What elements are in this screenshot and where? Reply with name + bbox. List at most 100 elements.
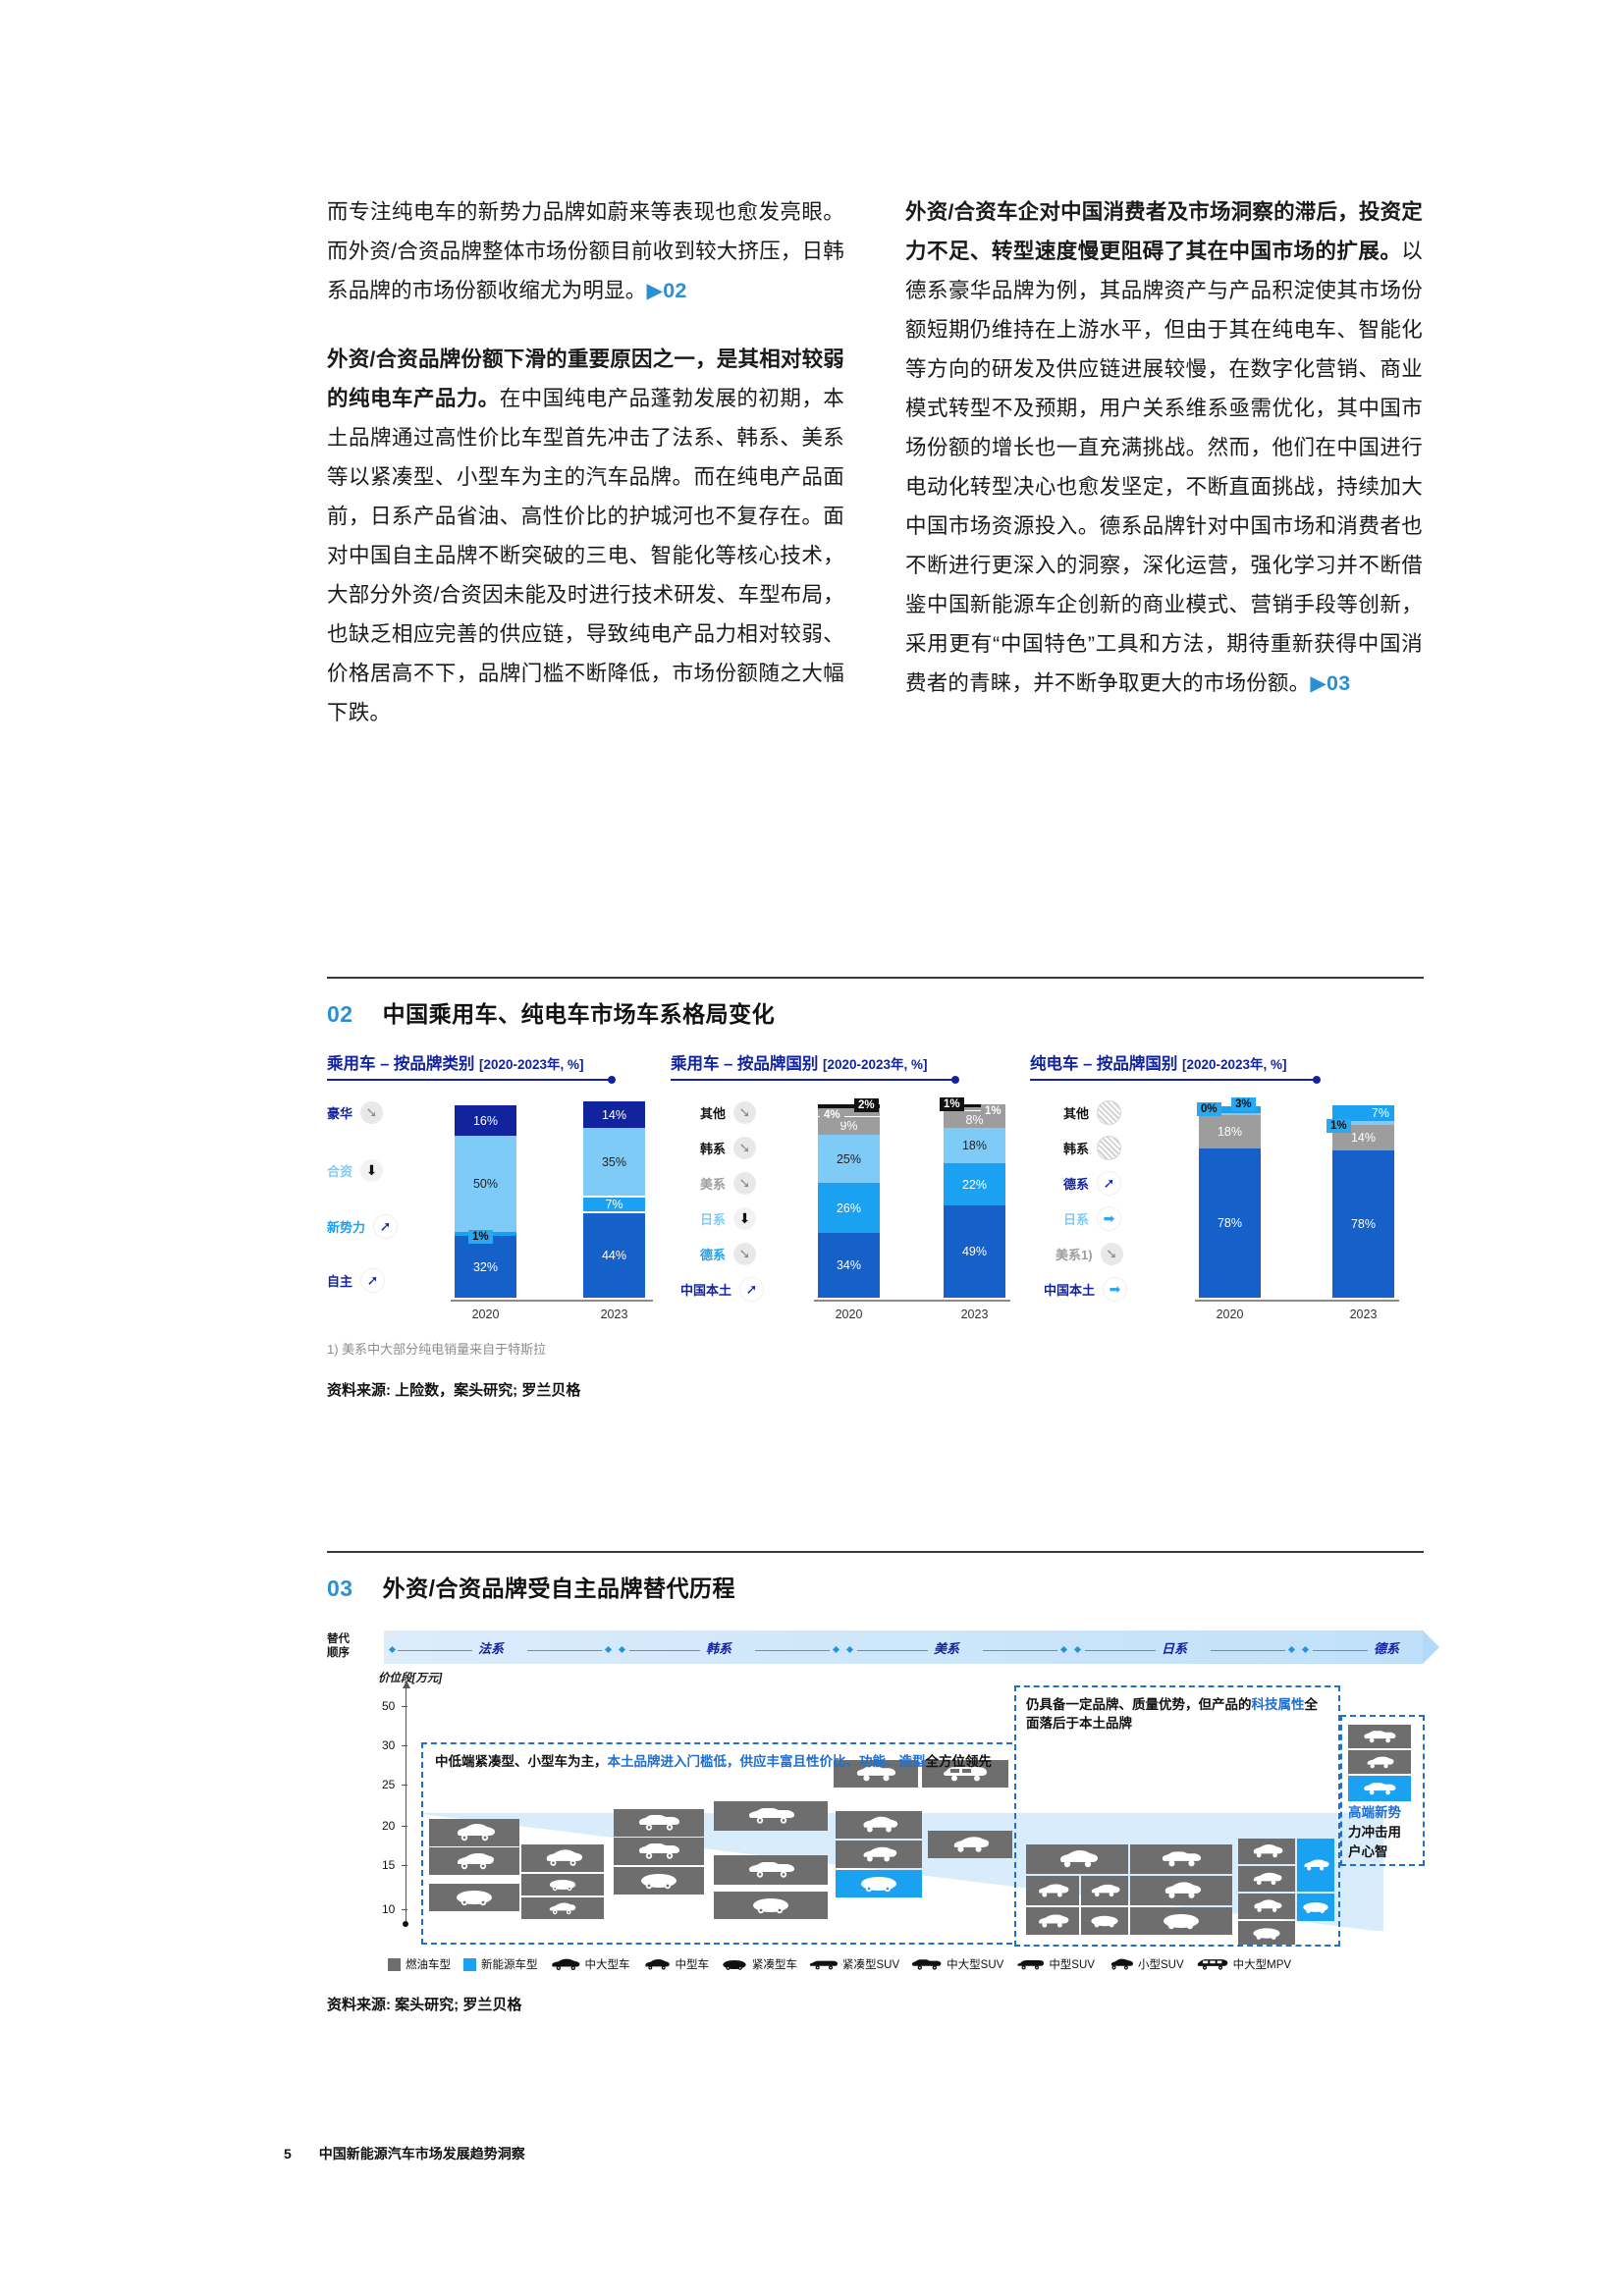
legend-item-hanxi[interactable]: 韩系	[1063, 1135, 1122, 1160]
band-line	[1085, 1650, 1156, 1651]
legend-label: 韩系	[700, 1141, 727, 1156]
legend-item-dexi[interactable]: 德系 ➚	[1063, 1170, 1122, 1196]
panel-brand-country-pv: 乘用车 – 按品牌国别 [2020-2023年, %] 其他 ➘ 韩系 ➘	[671, 1050, 1030, 1323]
y-tickmark	[402, 1785, 407, 1786]
legend-item-rixi[interactable]: 日系 ⬇	[700, 1206, 757, 1230]
legend-label: 中国本土	[680, 1282, 732, 1298]
arrow-down-right-icon: ➘	[733, 1100, 757, 1124]
exhibit-ref-03[interactable]: ▶03	[1310, 671, 1351, 695]
annotation-right-text: 高端新势 力冲击用 户心智	[1348, 1803, 1419, 1862]
legend-item-haohua[interactable]: 豪华 ➘	[327, 1100, 384, 1124]
band-dot-icon	[604, 1645, 613, 1654]
bar-2023[interactable]: 7% 14% 78% 1%	[1326, 1105, 1394, 1298]
paragraph-3: 外资/合资车企对中国消费者及市场洞察的滞后，投资定力不足、转型速度慢更阻碍了其在…	[905, 192, 1423, 703]
panel-3-bars: 18% 78% 0% 3% 7% 14% 78% 1%	[1195, 1097, 1423, 1321]
compact-suv-icon	[810, 1960, 838, 1969]
exhibit-03-title: 外资/合资品牌受自主品牌替代历程	[382, 1575, 735, 1601]
anno-left-seg4: 全方位领先	[925, 1754, 993, 1769]
exhibit-02-rule	[327, 977, 1424, 979]
panel-3-title-text: 纯电车 – 按品牌国别	[1030, 1055, 1178, 1073]
band-line	[629, 1650, 700, 1651]
exhibit-03: 03 外资/合资品牌受自主品牌替代历程 替代 顺序 法系 韩系	[327, 1551, 1439, 2014]
segment-hezi: 35%	[583, 1128, 645, 1196]
sedan-mid-icon	[644, 1958, 670, 1969]
panel-brand-country-bev: 纯电车 – 按品牌国别 [2020-2023年, %] 其他 韩系	[1030, 1050, 1423, 1323]
legend-item-rixi[interactable]: 日系 ➡	[1063, 1205, 1122, 1231]
bar-2023[interactable]: 14% 35% 7% 44%	[583, 1101, 645, 1298]
segment-haohua: 14%	[583, 1101, 645, 1128]
legend-item-zhongguobentu[interactable]: 中国本土 ➡	[1044, 1276, 1128, 1302]
car-cell	[521, 1897, 604, 1919]
x-label-2020: 2020	[471, 1308, 500, 1321]
bar-2020[interactable]: 18% 78% 0% 3%	[1197, 1097, 1261, 1298]
bar-2020[interactable]: 16% 50% 32% 1%	[455, 1105, 516, 1298]
legend-label: 燃油车型	[406, 1959, 451, 1971]
exhibit-02-header: 02 中国乘用车、纯电车市场车系格局变化	[327, 995, 1424, 1029]
segment-hanxi	[944, 1107, 1005, 1110]
legend-label: 中型SUV	[1049, 1959, 1095, 1971]
suv-mid-icon	[1017, 1959, 1045, 1969]
band-dot-icon	[832, 1645, 840, 1654]
x-axis	[814, 1300, 1010, 1302]
x-label-2023: 2023	[600, 1308, 628, 1321]
y-tick-20: 20	[382, 1819, 396, 1833]
segment-dexi	[1199, 1106, 1261, 1113]
arrow-down-right-icon: ➘	[1100, 1242, 1123, 1265]
legend-item-qita[interactable]: 其他	[1063, 1099, 1122, 1125]
legend-item-meixi[interactable]: 美系1) ➘	[1056, 1242, 1123, 1265]
legend-item-qita[interactable]: 其他 ➘	[700, 1100, 757, 1124]
anno-left-seg3: 价比、功能、造型	[819, 1754, 926, 1769]
band-dot-icon	[618, 1645, 626, 1654]
legend-item-hanxi[interactable]: 韩系 ➘	[700, 1136, 757, 1159]
arrow-right-icon: ➡	[1097, 1205, 1122, 1231]
grey-swatch-icon	[388, 1957, 401, 1971]
segment-zhongguobentu: 34%	[818, 1233, 880, 1298]
car-cell	[1348, 1750, 1411, 1774]
compact-car-icon	[723, 1959, 746, 1970]
legend-item-xinshili[interactable]: 新势力 ➚	[327, 1213, 399, 1239]
exhibit-02-source: 资料来源: 上险数，案头研究; 罗兰贝格	[327, 1382, 581, 1399]
paragraph-1-text: 而专注纯电车的新势力品牌如蔚来等表现也愈发亮眼。而外资/合资品牌整体市场份额目前…	[327, 200, 844, 302]
callout-dexi-2020: 3%	[1231, 1097, 1256, 1111]
legend-item-dexi[interactable]: 德系 ➘	[700, 1242, 757, 1265]
band-dot-icon	[388, 1645, 397, 1654]
paragraph-2-lead: 外资/合资品牌份额下滑的重要原因之一，是其相对较弱的纯电车产品力。	[327, 347, 844, 410]
exhibit-02-panels: 乘用车 – 按品牌类别 [2020-2023年, %] 豪华 ➘ 合资 ⬇	[327, 1050, 1424, 1323]
band-line	[755, 1650, 830, 1651]
car-cell	[429, 1847, 519, 1875]
car-cell	[836, 1841, 922, 1868]
segment-dexi: 26%	[818, 1183, 880, 1233]
legend-item-compact-suv: 紧凑型SUV	[810, 1956, 899, 1972]
callout-qita-2023: 1%	[940, 1097, 964, 1111]
callout-rixi-2023: 1%	[1326, 1119, 1351, 1133]
legend-label: 其他	[700, 1105, 727, 1121]
legend-item-hezi[interactable]: 合资 ⬇	[327, 1158, 384, 1182]
x-axis	[1195, 1300, 1399, 1302]
segment-zizhu: 32%	[455, 1236, 516, 1298]
annotation-left-text: 中低端紧凑型、小型车为主，本土品牌进入门槛低，供应丰富且性价比、功能、造型全方位…	[435, 1752, 1014, 1771]
panel-1-plot: 豪华 ➘ 合资 ⬇ 新势力 ➚ 自主 ➚	[327, 1097, 671, 1323]
anno-mid-seg4: 全面落后于本土品牌	[1026, 1697, 1318, 1731]
arrow-up-right-icon: ➚	[373, 1213, 399, 1239]
bar-2023[interactable]: 8% 18% 22% 49% 1% 1%	[940, 1097, 1005, 1298]
exhibit-ref-02[interactable]: ▶02	[646, 279, 687, 302]
exhibit-03-legend: 燃油车型 新能源车型 中大型车 中型车 紧凑型车 紧凑型SUV 中大型SUV 中…	[388, 1956, 1291, 1972]
car-cell-nev	[1348, 1776, 1411, 1801]
paragraph-3-text: 以德系豪华品牌为例，其品牌资产与产品积淀使其市场份额短期仍维持在上游水平，但由于…	[905, 240, 1423, 695]
panel-2-plot: 其他 ➘ 韩系 ➘ 美系 ➘ 日系 ⬇	[671, 1097, 1030, 1323]
exhibit-02: 02 中国乘用车、纯电车市场车系格局变化 乘用车 – 按品牌类别 [2020-2…	[327, 977, 1424, 1400]
anno-mid-seg3: 科技属性	[1251, 1697, 1305, 1712]
right-column: 外资/合资车企对中国消费者及市场洞察的滞后，投资定力不足、转型速度慢更阻碍了其在…	[905, 192, 1423, 762]
legend-item-suv-mid: 中型SUV	[1016, 1956, 1095, 1972]
band-dot-icon	[1059, 1645, 1068, 1654]
paragraph-1: 而专注纯电车的新势力品牌如蔚来等表现也愈发亮眼。而外资/合资品牌整体市场份额目前…	[327, 192, 844, 310]
legend-item-meixi[interactable]: 美系 ➘	[700, 1171, 757, 1195]
page-number: 5	[284, 2146, 292, 2162]
legend-item-zhongguobentu[interactable]: 中国本土 ➚	[680, 1276, 765, 1302]
panel-1-range: [2020-2023年, %]	[478, 1057, 584, 1072]
legend-item-zizhu[interactable]: 自主 ➚	[327, 1267, 386, 1293]
suv-large-icon	[912, 1958, 942, 1970]
bar-2020[interactable]: 9% 25% 26% 34% 4% 2%	[818, 1098, 880, 1298]
callout-xinshili-2020: 1%	[468, 1230, 493, 1244]
